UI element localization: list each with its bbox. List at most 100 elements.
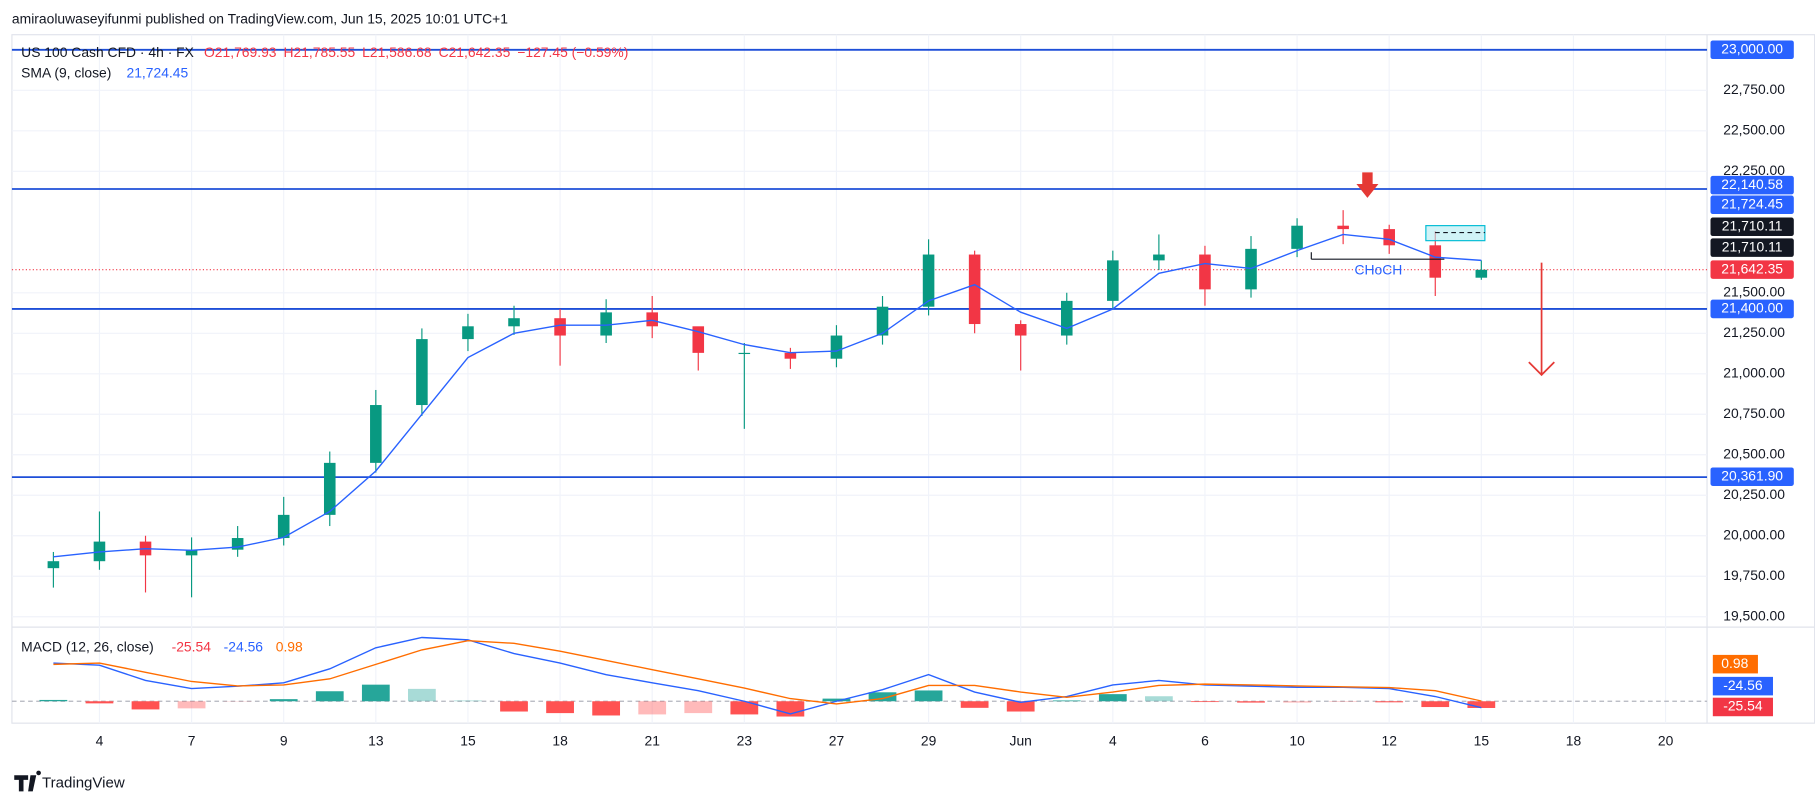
candle-body [738, 352, 751, 355]
choch-label: CHoCH [1355, 261, 1403, 277]
x-tick-label: Jun [1010, 732, 1032, 748]
price-box-label: 21,724.45 [1721, 195, 1783, 211]
price-box: 22,140.58 [1710, 175, 1794, 195]
macd-histogram-bar [1329, 701, 1358, 702]
candle-body [508, 318, 520, 327]
header: amiraoluwaseyifunmi published on Trading… [12, 10, 508, 26]
ohlc-legend-item: O21,769.93 [204, 44, 277, 60]
macd-legend-macd: -24.56 [224, 639, 264, 655]
x-tick-label: 18 [1566, 732, 1582, 748]
sma-line [53, 233, 1482, 558]
macd-legend-signal: 0.98 [276, 639, 303, 655]
ohlc-legend: O21,769.93 H21,785.55 L21,586.68 C21,642.35… [204, 44, 628, 60]
macd-histogram-bar [1283, 701, 1311, 703]
x-tick-label: 10 [1289, 732, 1305, 748]
price-box: 20,361.90 [1710, 467, 1794, 486]
macd-histogram-bar [408, 688, 436, 702]
y-tick-label: 22,500.00 [1723, 121, 1785, 137]
x-tick-label: 12 [1381, 732, 1397, 748]
ohlc-legend-item: L21,586.68 [362, 44, 432, 60]
price-box: 21,400.00 [1710, 299, 1794, 319]
macd-histogram-bar [39, 699, 68, 702]
price-box-label: 21,710.11 [1722, 238, 1783, 254]
ohlc-legend-item: H21,785.55 [283, 44, 355, 60]
brand: TradingView [42, 774, 125, 791]
price-box-bg [1710, 217, 1794, 237]
candle-body [1014, 324, 1027, 336]
price-box-bg [1710, 175, 1794, 195]
candle-body [1107, 260, 1119, 301]
macd-histogram-bar [1098, 694, 1127, 702]
macd-histogram-bar [177, 701, 206, 709]
price-box-bg [1710, 40, 1794, 60]
hist-box [1712, 697, 1773, 717]
candle-body [1291, 225, 1303, 249]
macd-histogram-bar [730, 701, 759, 715]
candle-body [1475, 269, 1488, 278]
macd-histogram-bar [546, 701, 574, 714]
candle-body [1429, 245, 1442, 278]
candle-body [784, 352, 797, 359]
y-tick-label: 20,500.00 [1723, 445, 1785, 461]
x-tick-label: 15 [460, 732, 476, 748]
candle-body [1153, 254, 1165, 261]
macd-histogram-bar [914, 690, 943, 702]
candle-body [554, 318, 566, 336]
macd-histogram-bar [269, 699, 298, 702]
macd-histogram-bar [822, 698, 851, 702]
macd-legend-hist: -25.54 [172, 639, 212, 655]
ohlc-legend-item: −127.45 (−0.59%) [517, 44, 628, 60]
y-tick-label: 21,500.00 [1723, 283, 1785, 299]
signal-box [1712, 654, 1758, 674]
macd-histogram-bar [1052, 700, 1081, 702]
x-tick-label: 29 [921, 732, 937, 748]
candle-body [47, 561, 60, 569]
x-tick-label: 13 [368, 732, 384, 748]
signal-line [53, 639, 1482, 705]
macd-histogram-bar [361, 684, 390, 702]
x-tick-label: 21 [644, 732, 660, 748]
price-box: 21,710.11 [1710, 238, 1794, 257]
candle-body [323, 462, 336, 515]
signal-box-label: 0.98 [1721, 655, 1748, 671]
macd-histogram-bar [960, 701, 989, 708]
x-tick-label: 27 [829, 732, 845, 748]
candle-body [646, 312, 658, 327]
candle-body [922, 254, 935, 307]
price-box-label: 23,000.00 [1721, 40, 1783, 56]
y-tick-label: 20,250.00 [1723, 486, 1785, 502]
y-tick-label: 21,000.00 [1723, 364, 1785, 380]
price-box: 21,710.11 [1710, 217, 1794, 237]
price-box-label: 21,400.00 [1721, 300, 1783, 316]
macd-histogram-bar [684, 701, 713, 714]
macd-histogram-bar [638, 701, 667, 715]
macd-box-label: -24.56 [1723, 677, 1763, 693]
y-tick-label: 20,750.00 [1723, 405, 1785, 421]
price-box-label: 22,140.58 [1721, 176, 1783, 192]
candle-body [277, 514, 290, 539]
macd-value-boxes: 0.98 -24.56 -25.54 [1712, 654, 1773, 717]
zone-box [1425, 225, 1486, 242]
macd-histogram-bar [131, 701, 160, 710]
candle-body [876, 306, 889, 336]
price-box-label: 20,361.90 [1721, 467, 1783, 483]
macd-histogram-bar [1467, 701, 1496, 708]
sma-legend-value: 21,724.45 [126, 65, 188, 81]
hist-box-label: -25.54 [1723, 698, 1763, 714]
macd-legend-name: MACD (12, 26, close) [21, 639, 154, 655]
candle-body [185, 549, 198, 556]
x-tick-label: 7 [188, 732, 196, 748]
x-tick-label: 23 [737, 732, 753, 748]
x-tick-label: 15 [1474, 732, 1490, 748]
price-box: 21,642.35 [1710, 260, 1794, 279]
macd-histogram-bar [454, 700, 482, 702]
price-box-bg [1710, 299, 1794, 319]
projection-arrowhead [1528, 361, 1555, 377]
y-tick-label: 22,250.00 [1723, 162, 1785, 178]
macd-histogram-bar [1421, 701, 1450, 708]
y-tick-label: 20,000.00 [1723, 526, 1785, 542]
sma-legend-name: SMA (9, close) [21, 65, 111, 81]
x-tick-label: 18 [552, 732, 568, 748]
